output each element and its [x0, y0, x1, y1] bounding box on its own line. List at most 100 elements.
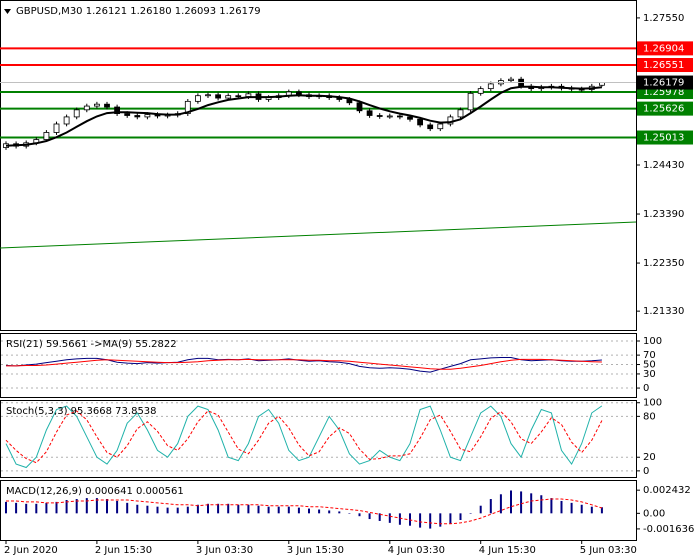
candle-body — [457, 109, 464, 118]
macd-bar — [277, 506, 280, 514]
candle-body — [477, 88, 484, 94]
macd-bar — [35, 503, 38, 514]
level-label-box — [637, 41, 693, 56]
panel-title: GBPUSD,M30 1.26121 1.26180 1.26093 1.261… — [16, 6, 261, 17]
macd-bar — [439, 513, 442, 527]
x-tick-label: 2 Jun 2020 — [4, 545, 58, 556]
macd-bar — [156, 506, 159, 514]
macd-bar — [328, 510, 331, 514]
macd-bar — [338, 511, 341, 514]
macd-bar — [510, 490, 512, 514]
macd-bar — [469, 513, 472, 514]
trendline — [0, 221, 637, 249]
candle-body — [407, 116, 413, 120]
x-tick-label: 4 Jun 15:30 — [479, 545, 536, 556]
y-tick-label: 1.21330 — [643, 306, 684, 317]
candle-body — [376, 115, 383, 117]
macd-bar — [106, 499, 108, 514]
macd-bar — [600, 507, 603, 514]
macd-bar — [247, 504, 250, 514]
candle-body — [43, 132, 50, 140]
x-tick-label: 5 Jun 03:30 — [580, 545, 637, 556]
macd-bar — [368, 513, 371, 520]
y-tick-label: 0 — [643, 466, 649, 477]
candle-body — [427, 124, 434, 130]
macd-bar — [530, 493, 533, 514]
indicator-line — [6, 498, 603, 525]
macd-bar — [449, 513, 452, 524]
y-tick-label: 100 — [643, 336, 662, 347]
level-label: 1.26551 — [643, 60, 684, 71]
candle-body — [144, 114, 151, 118]
y-tick-label: 1.24430 — [643, 160, 684, 171]
x-tick-label: 3 Jun 03:30 — [196, 545, 253, 556]
y-tick-label: 100 — [643, 398, 662, 409]
macd-bar — [520, 491, 523, 514]
macd-bar — [388, 513, 391, 523]
candle-body — [124, 113, 131, 116]
macd-bar — [146, 505, 149, 514]
candle-body — [184, 100, 191, 115]
candle-body — [508, 78, 514, 82]
macd-bar — [207, 503, 209, 514]
macd-bar — [570, 502, 573, 514]
panel-title: Stoch(5,3,3) 95.3668 73.8538 — [6, 406, 157, 417]
macd-bar — [560, 500, 563, 514]
x-tick-label: 4 Jun 03:30 — [388, 545, 445, 556]
y-tick-label: 20 — [643, 452, 656, 463]
level-label-box — [637, 58, 693, 73]
candle-body — [235, 95, 242, 98]
candle-body — [194, 95, 201, 102]
last-price-label: 1.26179 — [643, 78, 684, 89]
indicator-line — [5, 410, 603, 464]
macd-bar — [237, 504, 240, 514]
candle-body — [417, 118, 424, 126]
candle-body — [487, 83, 494, 90]
level-label: 1.25978 — [643, 87, 684, 98]
macd-bar — [479, 505, 482, 514]
level-label: 1.25626 — [643, 104, 684, 115]
macd-bar — [540, 495, 543, 514]
macd-bar — [196, 504, 199, 514]
candle-body — [63, 116, 70, 125]
macd-bar — [186, 506, 189, 514]
candle-body — [467, 92, 474, 111]
candle-body — [386, 115, 393, 118]
macd-bar — [580, 504, 583, 514]
level-label: 1.25013 — [643, 133, 684, 144]
candle-body — [53, 123, 60, 133]
macd-bar — [227, 503, 230, 514]
rsi-panel — [0, 333, 637, 398]
macd-bar — [297, 507, 300, 514]
macd-bar — [55, 501, 58, 514]
macd-bar — [398, 513, 401, 525]
macd-bar — [550, 498, 553, 514]
x-tick-label: 3 Jun 15:30 — [287, 545, 344, 556]
candle-body — [396, 115, 403, 118]
macd-bar — [75, 499, 78, 514]
y-tick-label: 70 — [643, 350, 656, 361]
candle-body — [114, 106, 120, 115]
macd-bar — [287, 506, 290, 514]
candle-body — [94, 103, 100, 107]
macd-bar — [166, 507, 169, 514]
macd-bar — [176, 507, 179, 514]
panel-title: RSI(21) 59.5661 ->MA(9) 55.2822 — [6, 339, 177, 350]
macd-bar — [429, 513, 432, 529]
macd-bar — [126, 502, 129, 514]
macd-panel — [0, 480, 637, 541]
y-tick-label: 30 — [643, 369, 656, 380]
y-tick-label: 0.002432 — [643, 485, 691, 496]
menu-arrow — [4, 9, 11, 14]
candle-body — [366, 110, 373, 116]
macd-bar — [318, 509, 321, 514]
macd-bar — [378, 513, 381, 521]
macd-bar — [489, 499, 492, 514]
candle-body — [205, 94, 211, 97]
x-tick-label: 2 Jun 15:30 — [95, 545, 152, 556]
macd-bar — [15, 502, 18, 514]
y-tick-label: 1.22350 — [643, 258, 684, 269]
macd-bar — [25, 503, 28, 514]
panel-title: MACD(12,26,9) 0.000641 0.000561 — [6, 486, 184, 497]
